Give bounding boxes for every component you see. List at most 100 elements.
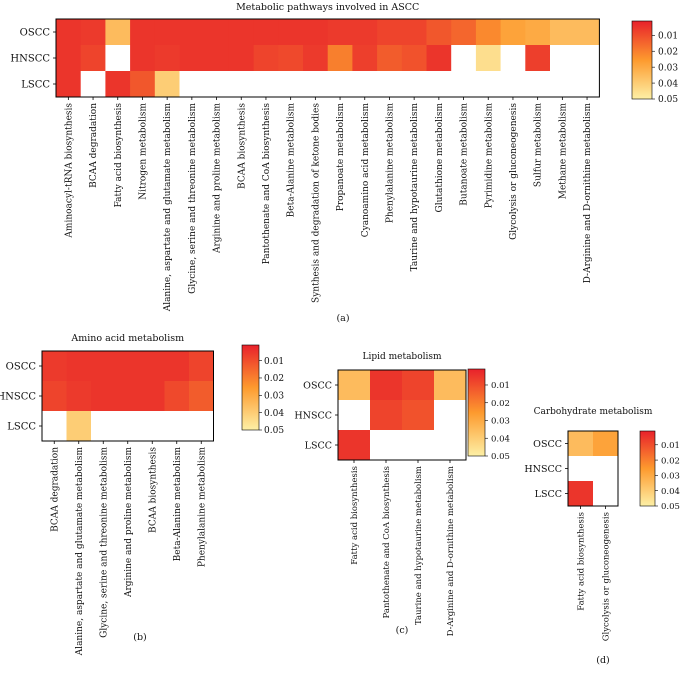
heatmap-cell	[278, 19, 304, 46]
heatmap-cell-empty	[500, 71, 526, 98]
chart-title: Amino acid metabolism	[70, 333, 184, 344]
heatmap-panel: Lipid metabolism OSCC HNSCC LSCC Fatty acid …	[294, 352, 510, 636]
heatmap-cell-empty	[574, 45, 600, 72]
row-label: OSCC	[20, 28, 51, 39]
row-label: HNSCC	[0, 392, 36, 403]
panel-label: (d)	[596, 655, 610, 666]
colorbar-tick-label: 0.02	[658, 47, 678, 57]
heatmap-cell	[434, 370, 467, 401]
heatmap-cell	[327, 19, 353, 46]
column-label: BCAA biosynthesis	[237, 103, 247, 189]
heatmap-cell	[179, 45, 205, 72]
heatmap-cell	[377, 19, 403, 46]
row-label: LSCC	[21, 80, 50, 91]
heatmap-cell	[80, 19, 106, 46]
heatmap-cell-empty	[91, 411, 116, 442]
heatmap-cell-empty	[338, 400, 371, 431]
column-label: Fatty acid biosynthesis	[577, 512, 587, 611]
row-label: LSCC	[7, 422, 36, 433]
heatmap-cell	[352, 45, 378, 72]
colorbar-tick-label: 0.03	[661, 472, 680, 482]
row-label: HNSCC	[524, 464, 562, 475]
heatmap-cell	[189, 351, 214, 382]
colorbar	[639, 430, 656, 507]
column-label: Synthesis and degradation of ketone bodi…	[311, 103, 321, 303]
column-label: Propanoate metabolism	[336, 103, 346, 212]
heatmap-cell	[402, 400, 435, 431]
column-label: Methane metabolism	[558, 103, 568, 200]
heatmap-cell	[568, 431, 594, 457]
colorbar	[631, 20, 653, 100]
column-label: D-Arginine and D-ornithine metabolism	[446, 466, 456, 636]
row-label: OSCC	[533, 439, 562, 450]
colorbar-tick-label: 0.03	[491, 417, 510, 427]
heatmap-cell-empty	[451, 45, 477, 72]
heatmap-cell-empty	[105, 45, 131, 72]
heatmap-cell	[475, 19, 501, 46]
heatmap-cell-empty	[352, 71, 378, 98]
chart-title: Lipid metabolism	[362, 352, 442, 362]
heatmap-cell-empty	[228, 71, 254, 98]
column-label: Arginine and proline metabolism	[124, 447, 134, 599]
heatmap-cell	[278, 45, 304, 72]
heatmap-cell	[370, 400, 403, 431]
colorbar-tick-label: 0.03	[264, 392, 284, 402]
heatmap-cell	[154, 45, 180, 72]
heatmap-cell-empty	[475, 71, 501, 98]
column-label: Pantothenate and CoA biosynthesis	[382, 466, 392, 618]
colorbar	[467, 368, 486, 457]
panel-label: (a)	[336, 313, 349, 324]
heatmap-cell	[154, 19, 180, 46]
heatmap-cell	[56, 45, 82, 72]
heatmap-cell	[164, 351, 190, 382]
heatmap-cell-empty	[140, 411, 165, 442]
heatmap-cell	[475, 45, 501, 72]
row-label: OSCC	[6, 362, 37, 373]
column-label: D-Arginine and D-ornithine metabolism	[583, 103, 593, 284]
row-label: OSCC	[303, 381, 332, 392]
heatmap-cell	[327, 45, 353, 72]
column-label: BCAA biosynthesis	[148, 447, 158, 533]
column-label: Sulfur metabolism	[534, 103, 544, 188]
heatmap-cell-empty	[370, 430, 403, 461]
column-label: Cyanoamino acid metabolism	[361, 103, 371, 238]
column-label: Phenylalanine metabolism	[385, 103, 395, 224]
heatmap-cell	[91, 381, 116, 412]
heatmap-cell-empty	[402, 430, 435, 461]
row-label: LSCC	[535, 489, 562, 500]
column-label: Taurine and hypotaurine metabolism	[410, 103, 420, 272]
colorbar-tick-label: 0.05	[264, 426, 284, 436]
chart-title: Metabolic pathways involved in ASCC	[236, 2, 419, 13]
heatmap-cell	[56, 19, 82, 46]
heatmap-cell	[303, 19, 329, 46]
column-label: Butanoate metabolism	[460, 103, 470, 206]
column-label: Arginine and proline metabolism	[213, 103, 223, 255]
heatmap-cell-empty	[574, 71, 600, 98]
colorbar-tick-label: 0.02	[491, 399, 510, 409]
colorbar-tick-label: 0.04	[661, 487, 680, 497]
heatmap-cell	[401, 19, 427, 46]
heatmap-cell	[91, 351, 116, 382]
heatmap-cell	[66, 411, 92, 442]
heatmap-cell-empty	[593, 481, 619, 507]
heatmap-cell	[525, 19, 551, 46]
heatmap-cell	[451, 19, 477, 46]
heatmap-cell-empty	[303, 71, 329, 98]
heatmap-cell	[352, 19, 378, 46]
colorbar-tick-label: 0.05	[661, 502, 680, 512]
heatmap-cell	[130, 71, 156, 98]
heatmap-cell	[42, 381, 67, 412]
colorbar	[241, 344, 260, 431]
column-label: Glutathione metabolism	[435, 103, 445, 213]
row-label: HNSCC	[294, 411, 332, 422]
heatmap-cell-empty	[550, 71, 576, 98]
heatmap-cell-empty	[164, 411, 190, 442]
heatmap-cell	[115, 381, 141, 412]
heatmap-cell-empty	[253, 71, 279, 98]
heatmap-cell	[377, 45, 403, 72]
colorbar-tick-label: 0.02	[661, 456, 680, 466]
heatmap-cell	[56, 71, 82, 98]
heatmap-cell	[228, 19, 254, 46]
colorbar-tick-label: 0.01	[658, 32, 678, 42]
